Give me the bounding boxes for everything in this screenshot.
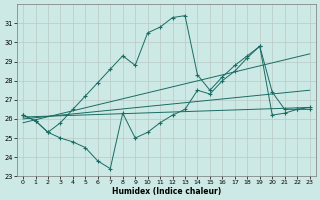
X-axis label: Humidex (Indice chaleur): Humidex (Indice chaleur) [112,187,221,196]
